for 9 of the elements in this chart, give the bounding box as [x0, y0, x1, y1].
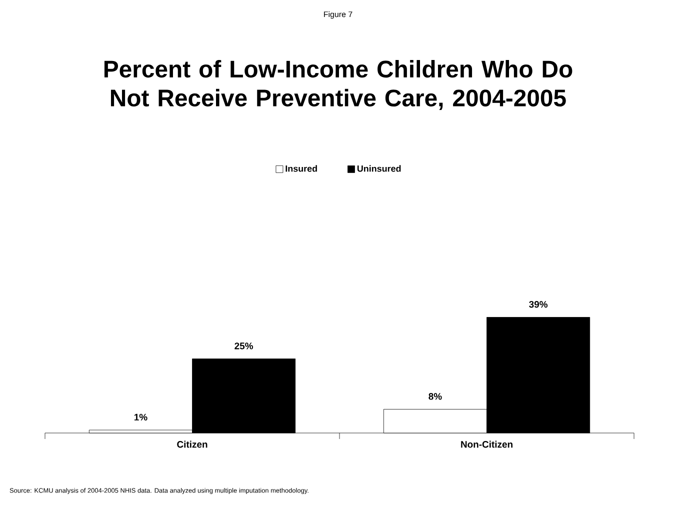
- data-label: 1%: [134, 414, 148, 421]
- x-tick-label: Non-Citizen: [461, 440, 512, 448]
- data-label: 39%: [529, 301, 548, 308]
- legend-label: Uninsured: [357, 165, 401, 172]
- data-label: 8%: [428, 393, 442, 400]
- data-label: 25%: [234, 342, 254, 350]
- x-tick-label: Citizen: [177, 440, 208, 448]
- chart-title: Percent of Low-Income Children Who Do Not Receive Preventive Care, 2004-2005: [104, 60, 572, 110]
- legend-label: Insured: [286, 165, 317, 172]
